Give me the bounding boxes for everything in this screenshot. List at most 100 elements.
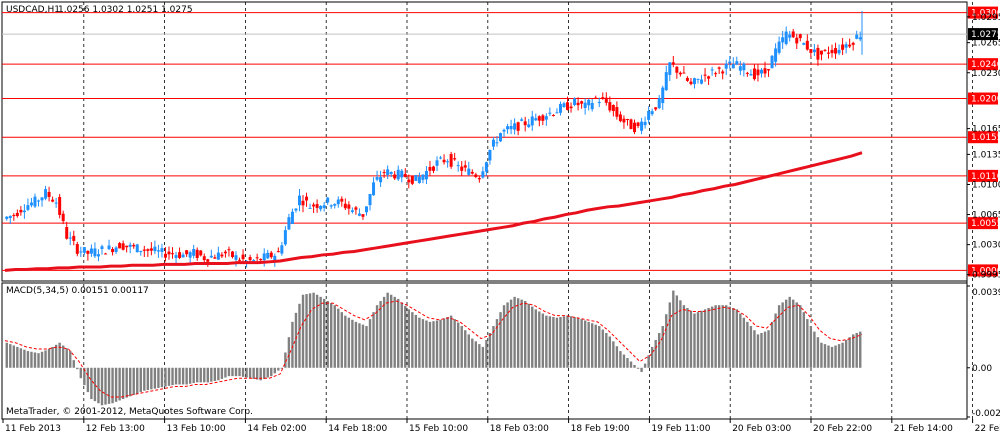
candle-body[interactable] [61, 213, 65, 222]
candle-body[interactable] [456, 165, 460, 167]
candle-body[interactable] [841, 44, 845, 50]
candle-body[interactable] [312, 204, 316, 207]
candle-body[interactable] [89, 248, 93, 254]
candle-body[interactable] [534, 118, 538, 121]
candle-body[interactable] [463, 165, 467, 168]
candle-body[interactable] [107, 245, 111, 250]
candle-body[interactable] [548, 112, 552, 114]
candle-body[interactable] [569, 106, 573, 109]
candle-body[interactable] [8, 215, 12, 218]
candle-body[interactable] [759, 69, 763, 74]
candle-body[interactable] [788, 34, 792, 38]
candle-body[interactable] [576, 102, 580, 106]
candle-body[interactable] [68, 237, 72, 239]
candle-body[interactable] [763, 68, 767, 74]
candle-body[interactable] [368, 193, 372, 206]
candle-body[interactable] [668, 62, 672, 75]
candle-body[interactable] [636, 122, 640, 126]
candle-body[interactable] [728, 61, 732, 64]
candle-body[interactable] [643, 121, 647, 126]
candle-body[interactable] [149, 248, 153, 251]
candle-body[interactable] [410, 175, 414, 184]
candle-body[interactable] [848, 44, 852, 47]
candle-body[interactable] [742, 63, 746, 71]
candle-body[interactable] [255, 257, 259, 259]
candle-body[interactable] [153, 246, 157, 252]
candle-body[interactable] [752, 68, 756, 80]
candle-body[interactable] [692, 78, 696, 85]
candle-body[interactable] [506, 126, 510, 130]
candle-body[interactable] [446, 161, 450, 163]
candle-body[interactable] [287, 217, 291, 230]
candle-body[interactable] [622, 118, 626, 123]
candle-body[interactable] [382, 172, 386, 174]
candle-body[interactable] [516, 122, 520, 131]
candle-body[interactable] [618, 114, 622, 122]
candle-body[interactable] [230, 251, 234, 257]
candle-body[interactable] [442, 159, 446, 163]
candle-body[interactable] [551, 114, 555, 116]
candle-body[interactable] [781, 37, 785, 43]
candle-body[interactable] [474, 174, 478, 178]
candle-body[interactable] [700, 79, 704, 84]
candle-body[interactable] [513, 123, 517, 130]
candle-body[interactable] [269, 252, 273, 258]
candle-body[interactable] [343, 203, 347, 209]
candle-body[interactable] [163, 253, 167, 258]
candle-body[interactable] [671, 62, 675, 65]
candle-body[interactable] [181, 254, 185, 258]
candle-body[interactable] [51, 199, 55, 202]
candle-body[interactable] [326, 197, 330, 203]
candle-body[interactable] [79, 251, 83, 253]
candle-body[interactable] [562, 103, 566, 107]
candle-body[interactable] [301, 200, 305, 206]
candle-body[interactable] [75, 244, 79, 254]
candle-body[interactable] [770, 55, 774, 69]
candle-body[interactable] [121, 243, 125, 250]
candle-body[interactable] [844, 44, 848, 48]
candle-body[interactable] [114, 247, 118, 252]
candle-body[interactable] [357, 213, 361, 216]
candle-body[interactable] [322, 205, 326, 208]
candle-body[interactable] [481, 171, 485, 178]
candle-body[interactable] [685, 77, 689, 81]
candle-body[interactable] [594, 97, 598, 99]
candle-body[interactable] [798, 34, 802, 39]
candle-body[interactable] [735, 61, 739, 65]
candle-body[interactable] [738, 66, 742, 71]
candle-body[interactable] [167, 251, 171, 255]
candle-body[interactable] [22, 210, 26, 213]
candle-body[interactable] [37, 200, 41, 202]
candle-body[interactable] [590, 103, 594, 110]
candle-body[interactable] [185, 250, 189, 255]
candlestick-series[interactable] [5, 10, 863, 268]
candle-body[interactable] [724, 63, 728, 69]
candle-body[interactable] [816, 47, 820, 60]
candle-body[interactable] [417, 176, 421, 183]
candle-body[interactable] [96, 254, 100, 257]
candle-body[interactable] [555, 112, 559, 114]
candle-body[interactable] [58, 196, 62, 215]
candle-body[interactable] [625, 119, 629, 121]
candle-body[interactable] [460, 166, 464, 171]
candle-body[interactable] [495, 142, 499, 144]
candle-body[interactable] [44, 189, 48, 199]
candle-body[interactable] [40, 197, 44, 201]
candle-body[interactable] [188, 252, 192, 258]
candle-body[interactable] [54, 202, 58, 204]
candle-body[interactable] [248, 257, 252, 261]
candle-body[interactable] [375, 177, 379, 180]
candle-body[interactable] [12, 215, 16, 217]
candle-body[interactable] [717, 67, 721, 69]
candle-body[interactable] [290, 211, 294, 224]
candle-body[interactable] [315, 204, 319, 208]
candle-body[interactable] [336, 199, 340, 205]
candle-body[interactable] [484, 162, 488, 172]
candle-body[interactable] [805, 40, 809, 50]
candle-body[interactable] [100, 246, 104, 249]
candle-body[interactable] [403, 173, 407, 177]
candle-body[interactable] [47, 192, 51, 197]
candle-body[interactable] [213, 257, 217, 259]
candle-body[interactable] [664, 72, 668, 91]
